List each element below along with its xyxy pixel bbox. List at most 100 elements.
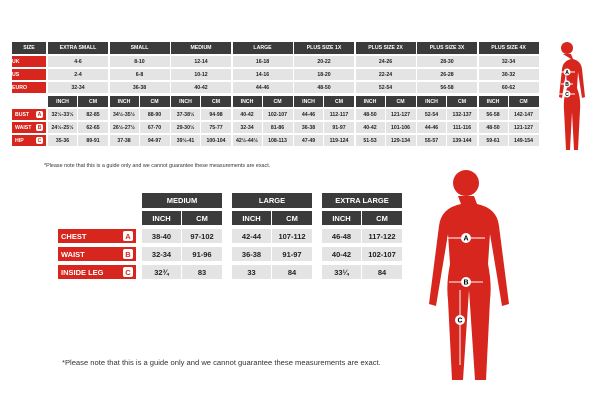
unit-header: INCH (232, 211, 271, 225)
measure-cell: 91-96 (182, 247, 222, 261)
measure-cell: 119-124 (324, 135, 354, 146)
measure-cell: 67-70 (139, 122, 170, 133)
row-label-text: CHEST (61, 231, 87, 241)
row-label-text: HIP (15, 137, 24, 144)
measure-cell: 101-106 (385, 122, 416, 133)
measure-cell: 36-38 (232, 247, 271, 261)
man-figure (429, 170, 509, 380)
measure-cell: 56-58 (478, 109, 508, 120)
measure-cell: 26½-27½ (109, 122, 139, 133)
size-cell: 52-54 (355, 82, 416, 93)
measure-cell: 37-38½ (171, 109, 200, 120)
measure-cell: 89-91 (78, 135, 108, 146)
measure-cell: 111-116 (447, 122, 477, 133)
size-cell: 32-34 (478, 56, 539, 67)
figure-letter: C (565, 92, 569, 98)
measure-cell: 139-144 (447, 135, 477, 146)
row-letter: A (36, 111, 43, 118)
measure-cell: 102-107 (262, 109, 293, 120)
unit-header: CM (201, 96, 231, 107)
unit-header: CM (447, 96, 477, 107)
measure-cell: 59-61 (478, 135, 508, 146)
measure-cell: 34½-35½ (109, 109, 139, 120)
size-cell: 36-38 (109, 82, 170, 93)
measure-cell: 142-147 (508, 109, 539, 120)
unit-header: INCH (171, 96, 200, 107)
measure-cell: 102-107 (362, 247, 402, 261)
row-label: UK (12, 56, 46, 67)
unit-header: CM (139, 96, 170, 107)
figure-letter: B (565, 82, 569, 88)
measure-cell: 47-49 (294, 135, 323, 146)
header-cell: EXTRA LARGE (322, 193, 402, 208)
measure-cell: 24½-25½ (48, 122, 77, 133)
row-label: INSIDE LEG C (58, 265, 136, 279)
measure-cell: 36-38 (294, 122, 323, 133)
figure-letter: B (463, 279, 468, 286)
unit-header: INCH (322, 211, 361, 225)
measure-cell: 81-86 (262, 122, 293, 133)
measure-cell: 117-122 (362, 229, 402, 243)
size-cell: 12-14 (171, 56, 231, 67)
size-cell: 8-10 (109, 56, 170, 67)
row-label: US (12, 69, 46, 80)
measure-cell: 82-85 (78, 109, 108, 120)
header-cell: SMALL (109, 42, 170, 54)
unit-header: INCH (109, 96, 139, 107)
size-cell: 48-50 (294, 82, 354, 93)
unit-header: INCH (417, 96, 446, 107)
figure-letter: C (457, 317, 462, 324)
woman-figure (559, 42, 585, 150)
measure-cell: 94-98 (201, 109, 231, 120)
measure-cell: 48-50 (355, 109, 385, 120)
row-label: HIP C (12, 135, 46, 146)
header-cell: SIZE (12, 42, 46, 54)
measure-cell: 52-54 (417, 109, 446, 120)
measure-cell: 100-104 (201, 135, 231, 146)
note: *Please note that this is a guide only a… (44, 163, 271, 169)
header-cell: MEDIUM (171, 42, 231, 54)
unit-header: INCH (232, 96, 262, 107)
row-label-text: WAIST (15, 124, 32, 131)
unit-header: CM (272, 211, 312, 225)
measure-cell: 40-42 (232, 109, 262, 120)
figure-letter: A (565, 70, 569, 76)
size-cell: 44-46 (232, 82, 293, 93)
measure-cell: 91-97 (272, 247, 312, 261)
unit-header: CM (362, 211, 402, 225)
size-cell: 28-30 (417, 56, 477, 67)
measure-cell: 108-113 (262, 135, 293, 146)
measure-cell: 40-42 (355, 122, 385, 133)
header-cell: PLUS SIZE 3X (417, 42, 477, 54)
measure-cell: 32-34 (142, 247, 181, 261)
size-cell: 18-20 (294, 69, 354, 80)
unit-header: INCH (48, 96, 77, 107)
row-label: WAIST B (12, 122, 46, 133)
measure-cell: 35-36 (48, 135, 77, 146)
measure-cell: 62-65 (78, 122, 108, 133)
size-cell: 10-12 (171, 69, 231, 80)
unit-header: INCH (294, 96, 323, 107)
size-cell: 6-8 (109, 69, 170, 80)
measure-cell: 91-97 (324, 122, 354, 133)
size-cell: 56-58 (417, 82, 477, 93)
measure-cell: 97-102 (182, 229, 222, 243)
size-cell: 2-4 (48, 69, 108, 80)
header-cell: MEDIUM (142, 193, 222, 208)
measure-cell: 44-46 (417, 122, 446, 133)
note: *Please note that this is a guide only a… (62, 358, 381, 367)
unit-header: CM (182, 211, 222, 225)
measure-cell: 39½-41 (171, 135, 200, 146)
measure-cell: 42½-44½ (232, 135, 262, 146)
row-label: CHEST A (58, 229, 136, 243)
row-letter: A (123, 231, 133, 241)
measure-cell: 40-42 (322, 247, 361, 261)
row-label-text: BUST (15, 111, 30, 118)
row-letter: B (36, 124, 43, 131)
size-cell: 32-34 (48, 82, 108, 93)
measure-cell: 29-30½ (171, 122, 200, 133)
unit-header: CM (262, 96, 293, 107)
size-cell: 4-6 (48, 56, 108, 67)
figure-letter: A (463, 235, 468, 242)
size-cell: 14-16 (232, 69, 293, 80)
